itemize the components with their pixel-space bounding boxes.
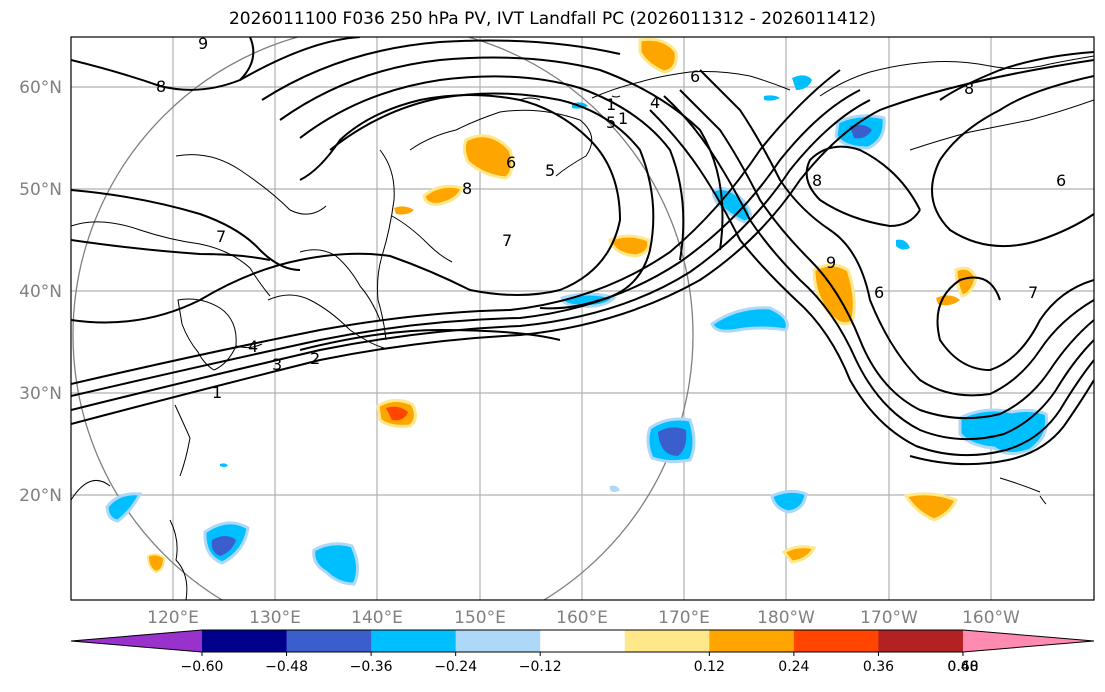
colorbar-segment [202,630,288,652]
contour-label: 1 [212,383,222,402]
colorbar-segment [963,630,1094,652]
colorbar-tick-label: 0.60 [947,659,978,675]
contour-label: 8 [812,171,822,190]
colorbar-tick-label: −0.36 [350,659,393,675]
lat-label-60n: 60°N [19,78,62,98]
colorbar-tick-label: −0.12 [519,659,562,675]
contour-label: 9 [198,34,208,53]
lon-label-130e: 130°E [249,608,301,628]
pv-anomaly-patches [105,37,1049,586]
colorbar-segment [371,630,457,652]
colorbar-tick-label: −0.48 [265,659,308,675]
colorbar-tick-label: 0.36 [863,659,894,675]
contour-labels: 9 8 7 6 5 4 3 2 1 6 8 7 5 8 9 6 7 1 4 1 … [156,34,1066,402]
contour-label: 6 [690,67,700,86]
contour-label: 6 [874,283,884,302]
contour-label: 5 [606,113,616,132]
contour-label: 1 [606,95,616,114]
contour-label: 2 [310,349,320,368]
lon-label-150e: 150°E [454,608,506,628]
contour-label: 9 [826,253,836,272]
colorbar-segment [878,630,964,652]
map-frame [70,36,1095,601]
lon-label-180w: 180°W [757,608,815,628]
contour-label: 5 [545,161,555,180]
lon-label-170w: 170°W [860,608,918,628]
lat-label-50n: 50°N [19,180,62,200]
map-title: 2026011100 F036 250 hPa PV, IVT Landfall… [228,9,876,29]
gridlines [71,37,1094,600]
lon-label-160e: 160°E [556,608,608,628]
lat-label-30n: 30°N [19,384,62,404]
colorbar-tick-label: 0.24 [778,659,809,675]
contour-label: 8 [156,77,166,96]
contour-label: 4 [650,93,660,112]
lon-label-170e: 170°E [658,608,710,628]
colorbar-tick-label: 0.48 [947,659,978,675]
colorbar-segment [709,630,795,652]
radius-circle [72,37,694,600]
colorbar-tick-label: −0.60 [181,659,224,675]
colorbar-segment [71,630,202,652]
latitude-labels: 60°N 50°N 40°N 30°N 20°N [19,78,62,506]
contour-label: 7 [1028,283,1038,302]
contour-label: 6 [1056,171,1066,190]
colorbar-segment [793,630,879,652]
colorbar: −0.60 −0.48 −0.36 −0.24 −0.12 0.12 0.24 0.36 0.4… [70,629,1095,675]
colorbar-segment [540,630,626,652]
lat-label-40n: 40°N [19,282,62,302]
coastlines [71,55,1094,600]
colorbar-segment [624,630,710,652]
lon-label-140e: 140°E [351,608,403,628]
contour-label: 7 [502,231,512,250]
contour-label: 4 [248,337,258,356]
contour-label: 3 [272,355,282,374]
contour-label: 8 [964,79,974,98]
colorbar-tick-label: −0.24 [434,659,477,675]
longitude-labels: 120°E 130°E 140°E 150°E 160°E 170°E 180°… [147,608,1020,628]
lon-label-120e: 120°E [147,608,199,628]
contour-label: 1 [618,109,628,128]
contour-label: 7 [216,227,226,246]
colorbar-tick-label: 0.12 [694,659,725,675]
lat-label-20n: 20°N [19,486,62,506]
contour-label: 6 [506,153,516,172]
lon-label-160w: 160°W [962,608,1020,628]
colorbar-segment [286,630,372,652]
colorbar-segment [455,630,541,652]
contour-label: 8 [462,179,472,198]
pv-contours [71,37,1094,466]
